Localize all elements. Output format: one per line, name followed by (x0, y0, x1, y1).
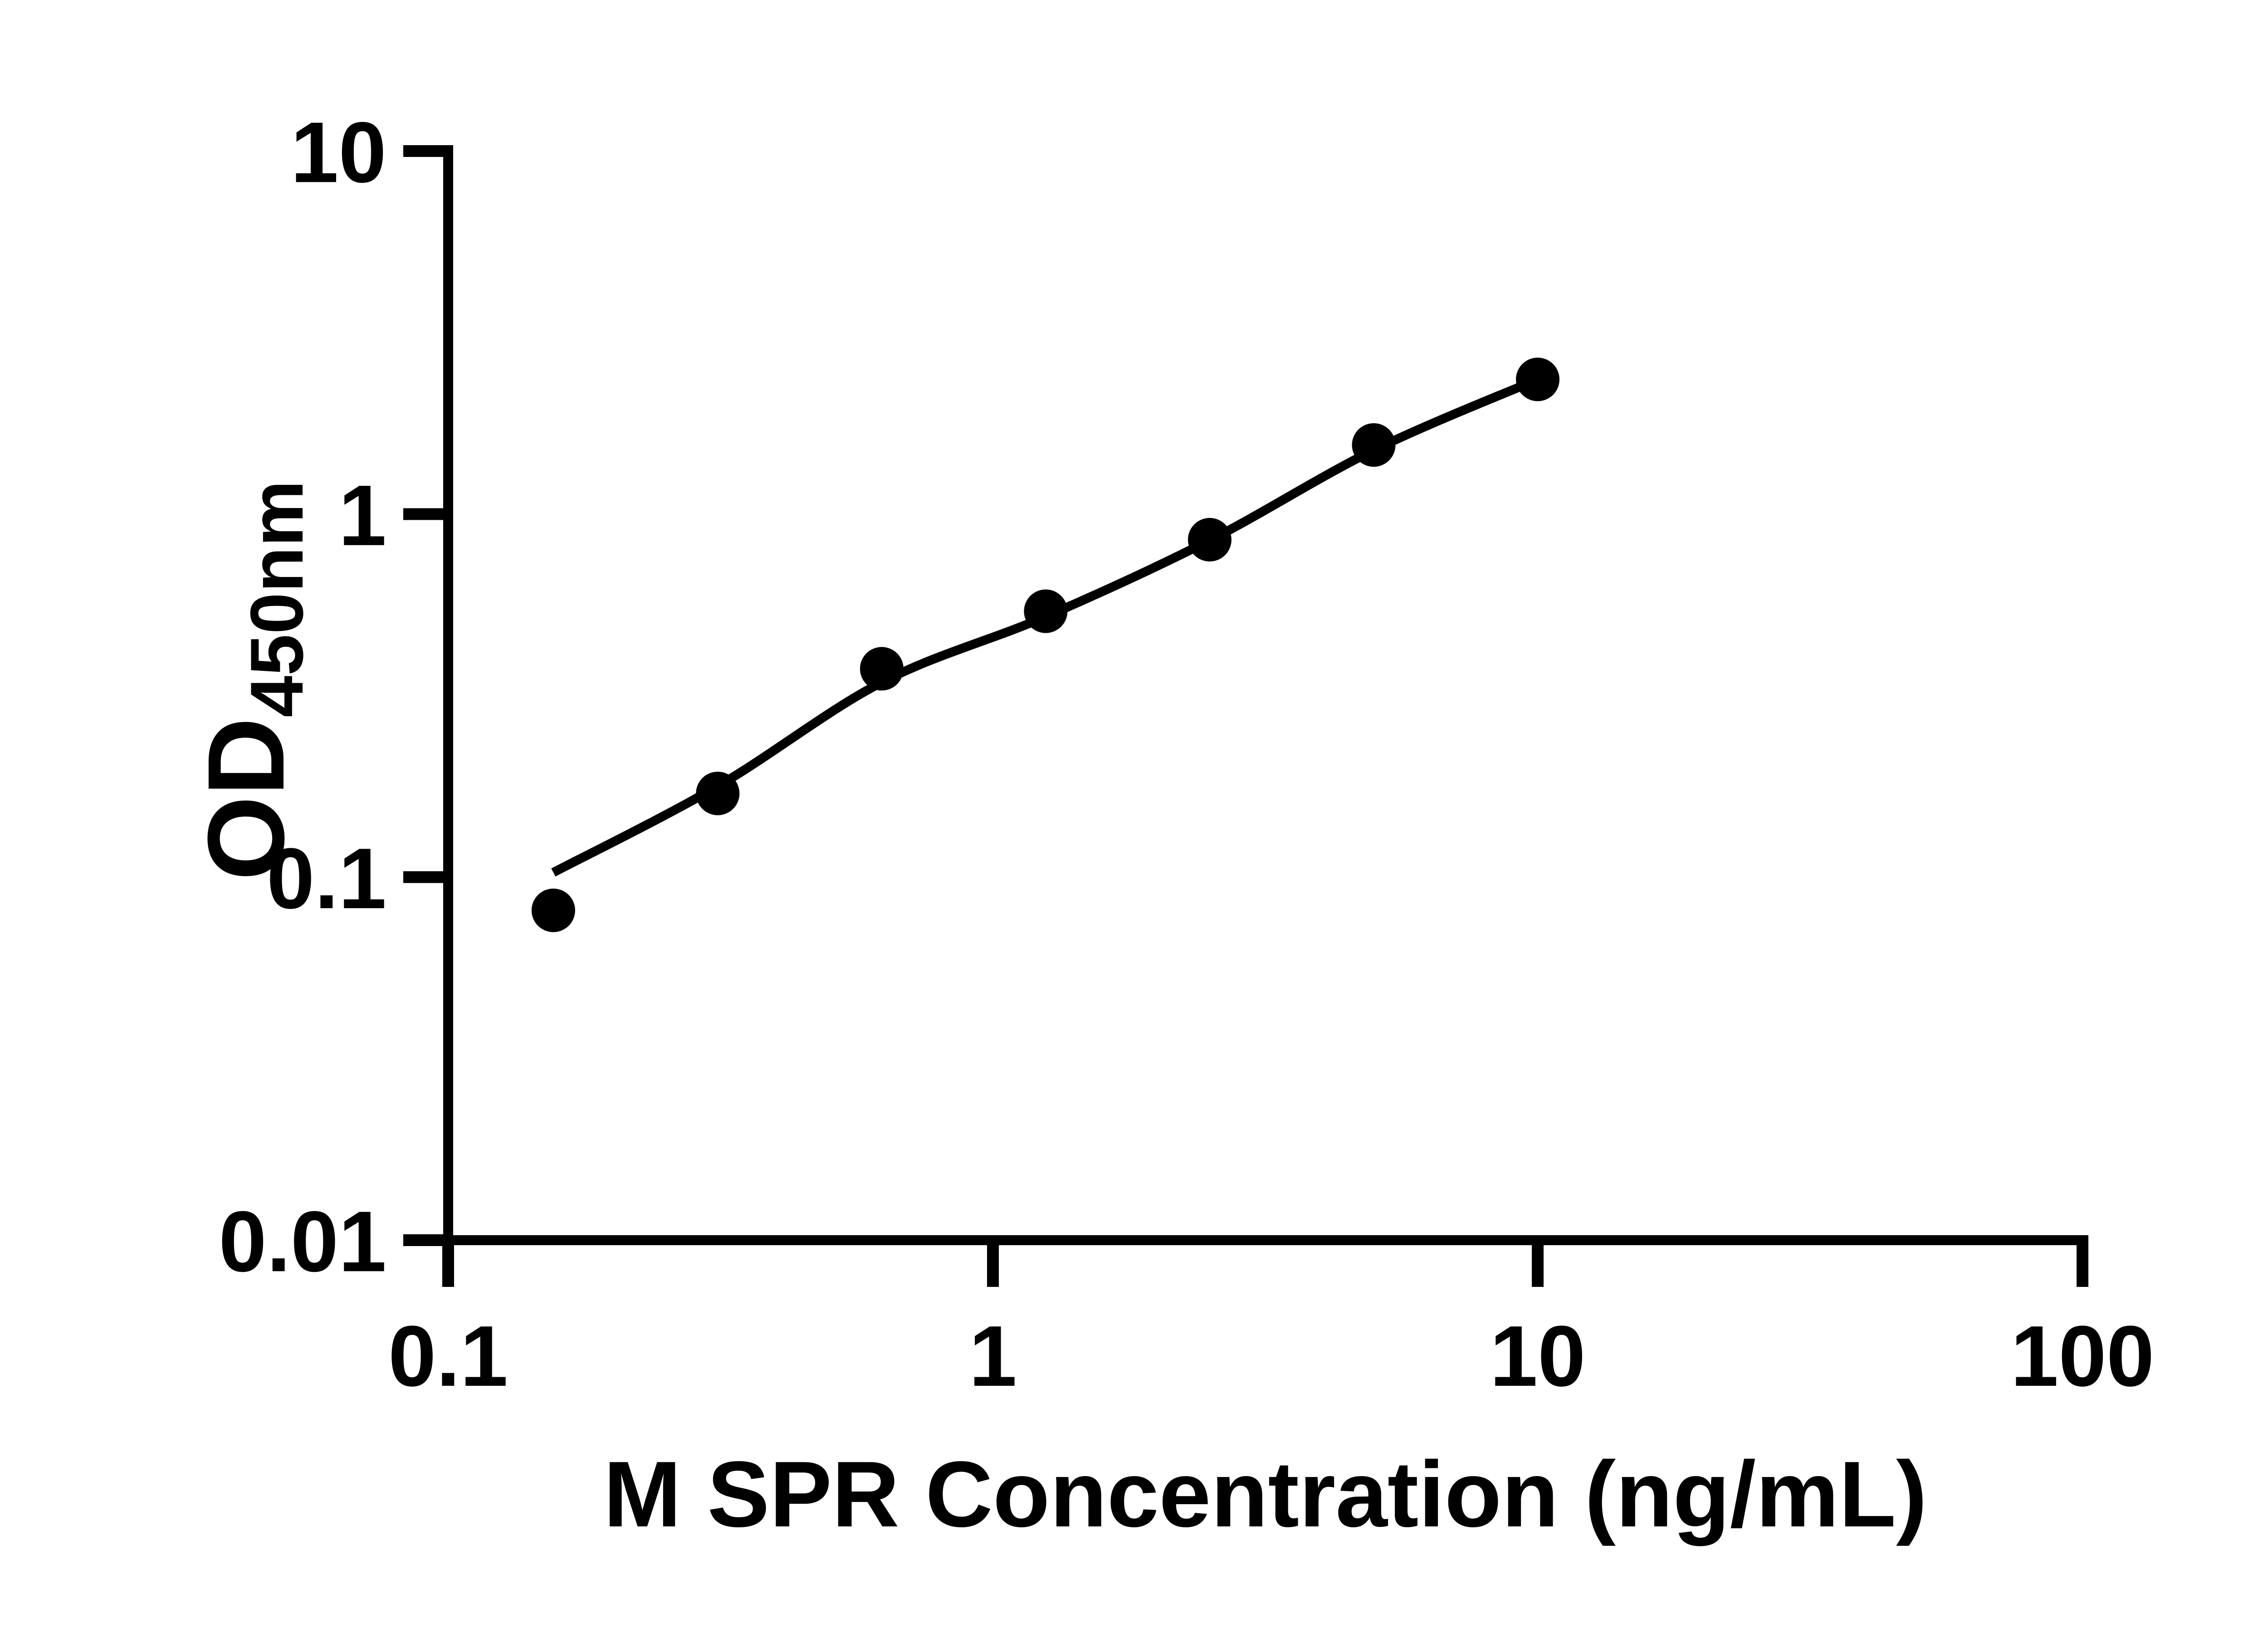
y-axis-title-subscript: 450nm (235, 480, 318, 718)
x-tick-label: 10 (1490, 1308, 1585, 1404)
x-axis-title: M SPR Concentration (ng/mL) (603, 1442, 1927, 1546)
y-tick-label: 0.01 (219, 1193, 386, 1290)
y-tick-label: 1 (338, 468, 386, 564)
data-point (1024, 589, 1068, 633)
data-point (696, 772, 740, 816)
data-point (860, 647, 904, 691)
y-tick-label: 10 (291, 104, 386, 200)
x-tick-label: 1 (969, 1308, 1017, 1404)
data-point (1516, 357, 1559, 401)
axis-ticks (403, 145, 2088, 1287)
y-axis-title-main: OD (185, 717, 307, 880)
data-point (1352, 423, 1396, 467)
x-tick-label: 100 (2010, 1308, 2154, 1404)
data-point (1188, 518, 1232, 562)
y-tick-label: 0.1 (267, 831, 386, 927)
data-series (531, 357, 1559, 932)
data-point (531, 888, 575, 932)
x-tick-label: 0.1 (388, 1308, 508, 1404)
axis-titles: M SPR Concentration (ng/mL) OD450nm (185, 480, 1927, 1546)
axes (443, 145, 2088, 1245)
y-axis-title: OD450nm (185, 480, 318, 881)
